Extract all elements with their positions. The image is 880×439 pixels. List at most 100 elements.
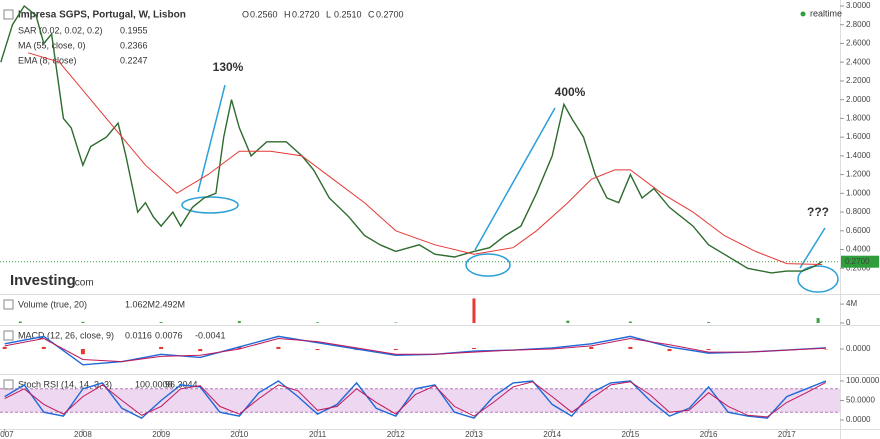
x-tick-label: 2011 (309, 430, 327, 439)
series-line (0, 4, 823, 274)
series-line (4, 381, 827, 418)
y-tick-label: 3.0000 (846, 1, 871, 10)
ohlc-value: 0.2700 (376, 9, 404, 19)
y-tick-label: 100.0000 (846, 376, 880, 385)
histogram-bar (315, 349, 320, 351)
histogram-bar (198, 349, 203, 352)
x-tick-label: 2013 (465, 430, 483, 439)
last-price-box (841, 255, 879, 268)
y-tick-label: 0.0000 (846, 344, 871, 353)
y-tick-label: 0.4000 (846, 245, 871, 254)
histogram-bar (2, 346, 7, 349)
y-tick-label: 2.2000 (846, 76, 871, 85)
y-tick-label: 1.6000 (846, 132, 871, 141)
y-tick-label: 0.0000 (846, 415, 871, 424)
ohlc-value: 0.2720 (292, 9, 320, 19)
ohlc-name: H (284, 9, 291, 19)
legend-value: 2.492M (155, 299, 185, 309)
panel-icon (3, 379, 14, 390)
y-tick-label: 1.0000 (846, 188, 871, 197)
bar (816, 317, 820, 323)
panel-title: Impresa SGPS, Portugal, W, Lisbon (18, 10, 186, 21)
brand-suffix: .com (72, 278, 94, 289)
bar (628, 321, 632, 323)
x-tick-label: 2008 (74, 430, 92, 439)
x-tick-label: 2015 (621, 430, 639, 439)
band (0, 388, 840, 413)
y-tick-label: 4M (846, 299, 857, 308)
indicator-name: EMA (8, close) (18, 55, 77, 65)
y-tick-label: 2.8000 (846, 20, 871, 29)
x-tick-label: 2017 (778, 430, 796, 439)
legend-value: 100.0000 (135, 379, 173, 389)
histogram-bar (393, 349, 398, 351)
x-tick-label: 2014 (543, 430, 561, 439)
histogram-bar (41, 346, 46, 349)
indicator-value: 0.2247 (120, 55, 148, 65)
realtime-dot (800, 11, 806, 17)
ohlc-value: 0.2510 (334, 9, 362, 19)
y-tick-label: 1.4000 (846, 151, 871, 160)
bar (316, 322, 320, 323)
ohlc-value: 0.2560 (250, 9, 278, 19)
indicator-value: 0.1955 (120, 25, 148, 35)
histogram-bar (159, 346, 164, 349)
bar (566, 320, 570, 323)
indicator-name: SAR (0.02, 0.02, 0.2) (18, 25, 103, 35)
y-tick-label: 0.8000 (846, 207, 871, 216)
x-tick-label: 2010 (230, 430, 248, 439)
legend-value: -0.0041 (195, 330, 226, 340)
annotation: 130% (213, 60, 244, 74)
histogram-bar (589, 346, 594, 349)
series-line (4, 337, 826, 363)
x-tick-label: 2016 (700, 430, 718, 439)
histogram-bar (706, 349, 711, 351)
panel-icon (3, 330, 14, 341)
ohlc-name: C (368, 9, 375, 19)
bar (159, 322, 163, 323)
bar (707, 322, 711, 323)
panel-title: Stoch RSI (14, 14, 3, 3) (18, 379, 112, 389)
legend-value: 1.062M (125, 299, 155, 309)
bar (81, 321, 85, 323)
bar (472, 298, 476, 323)
y-tick-label: 2.6000 (846, 39, 871, 48)
ohlc-name: O (242, 9, 249, 19)
y-tick-label: 2.4000 (846, 57, 871, 66)
y-tick-label: 0 (846, 318, 851, 327)
annotation: 400% (555, 85, 586, 99)
legend-value: 0.0116 (125, 330, 152, 340)
y-tick-label: 1.2000 (846, 170, 871, 179)
histogram-bar (628, 346, 633, 349)
indicator-value: 0.2366 (120, 40, 148, 50)
last-price-label: 0.2700 (845, 257, 870, 266)
histogram-bar (667, 349, 672, 352)
legend-value: 0.0076 (155, 330, 183, 340)
annotation: ??? (807, 205, 829, 219)
histogram-bar (276, 346, 281, 349)
realtime: realtime (810, 8, 842, 18)
series-line (4, 380, 827, 419)
y-tick-label: 50.0000 (846, 396, 875, 405)
y-tick-label: 2.0000 (846, 95, 871, 104)
indicator-name: MA (55, close, 0) (18, 40, 86, 50)
x-tick-label: 2007 (0, 430, 14, 439)
ohlc-name: L (326, 9, 331, 19)
panel-icon (3, 299, 14, 310)
y-tick-label: 0.2000 (846, 263, 871, 272)
panel-icon (3, 9, 14, 20)
y-tick-label: 0.6000 (846, 226, 871, 235)
x-tick-label: 2012 (387, 430, 405, 439)
bar (18, 321, 22, 323)
bar (237, 321, 241, 323)
series-line (28, 52, 823, 265)
histogram-bar (80, 349, 85, 355)
brand: Investing (10, 272, 76, 289)
y-tick-label: 1.8000 (846, 114, 871, 123)
histogram-bar (471, 347, 476, 349)
histogram-bar (237, 346, 242, 349)
panel-title: MACD (12, 26, close, 9) (18, 330, 114, 340)
